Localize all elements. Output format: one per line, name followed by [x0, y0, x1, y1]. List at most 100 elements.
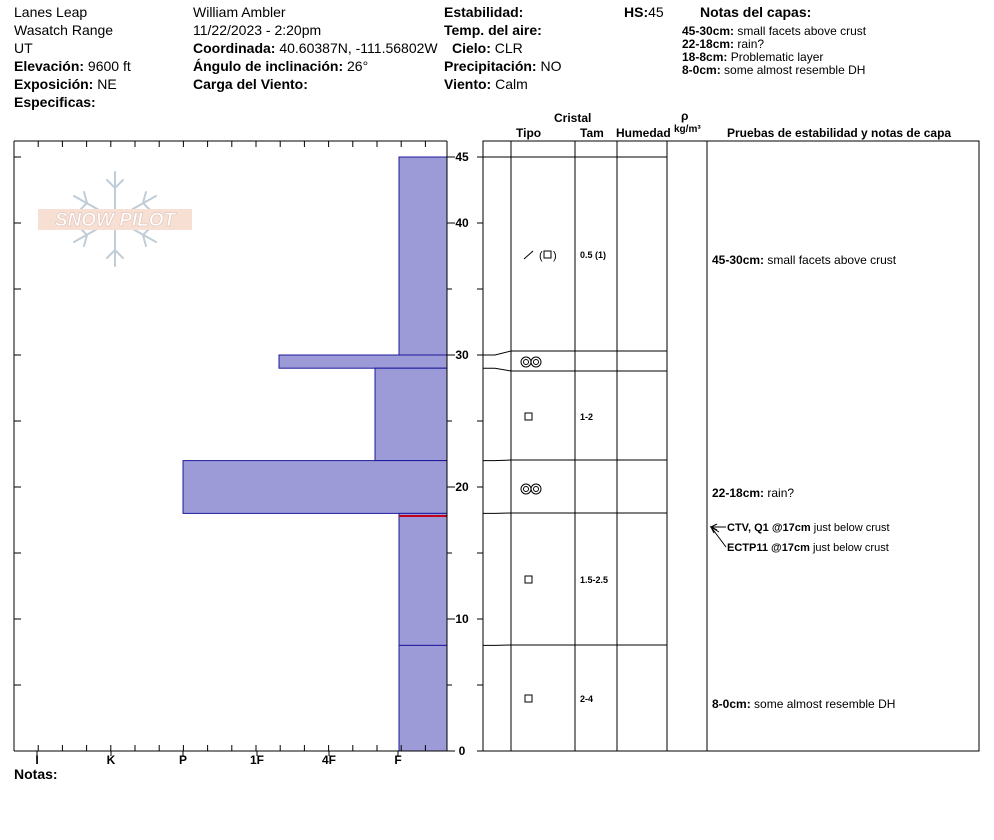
- precip-label: Precipitación:: [444, 58, 537, 74]
- wind-field: Viento: Calm: [444, 76, 528, 92]
- coordinate-label: Coordinada:: [193, 40, 276, 56]
- observation-datetime: 11/22/2023 - 2:20pm: [193, 22, 322, 38]
- hardness-bar-1: [398, 156, 448, 356]
- hardness-profile: [182, 156, 448, 752]
- coordinate-value: 40.60387N, -111.56802W: [279, 40, 438, 56]
- moisture-header: Humedad: [616, 126, 671, 140]
- elevation-value: 9600 ft: [87, 58, 131, 74]
- type-header: Tipo: [516, 126, 542, 140]
- depth-tick-label: 45: [455, 150, 469, 164]
- precip-value: NO: [540, 58, 562, 74]
- grain-table-frame: [482, 140, 980, 752]
- tests-header: Pruebas de estabilidad y notas de capa: [727, 126, 952, 140]
- grain-table: () 0.5 (1) 1-2 1.5-2.5 2-4 45-30cm: small fac…: [482, 140, 980, 752]
- test-arrow-line: [710, 526, 727, 548]
- hardness-bar-5: [398, 512, 448, 646]
- layer-note-right: 8-0cm: some almost resemble DH: [712, 697, 895, 711]
- layer-note-3: 18-8cm: Problematic layer: [682, 50, 824, 64]
- stability-label: Estabilidad:: [444, 4, 524, 20]
- grain-melt-ring: [520, 483, 532, 495]
- layer-note-right: 22-18cm: rain?: [712, 486, 794, 500]
- snowpilot-logo: SNOW PILOT: [38, 171, 192, 267]
- wind-load-label: Carga del Viento:: [193, 76, 308, 92]
- depth-tick-label: 10: [455, 612, 469, 626]
- hardness-scale-label: P: [179, 753, 187, 767]
- stability-test: CTV, Q1 @17cm just below crust: [727, 522, 890, 534]
- grain-paren-close: ): [553, 250, 557, 262]
- grain-size-label: 0.5 (1): [580, 250, 606, 260]
- hardness-scale-label: 1F: [250, 753, 264, 767]
- air-temp-label: Temp. del aire:: [444, 22, 542, 38]
- hardness-scale-label: 4F: [322, 753, 336, 767]
- layer-note-right: 45-30cm: small facets above crust: [712, 253, 897, 267]
- grain-size-label: 1-2: [580, 412, 593, 422]
- hardness-bar-4: [182, 460, 448, 514]
- notes-label: Notas:: [14, 766, 58, 782]
- grain-facet-symbol: [543, 250, 552, 259]
- grain-melt-ring-inner: [523, 359, 529, 365]
- hs-value: 45: [648, 4, 664, 20]
- layer-connector: [483, 367, 512, 372]
- hs-label: HS:: [624, 4, 649, 20]
- grain-melt-ring-inner: [523, 486, 529, 492]
- grain-paren-open: (: [539, 250, 543, 262]
- layer-note-1: 45-30cm: small facets above crust: [682, 24, 867, 38]
- sky-label: Cielo:: [452, 40, 491, 56]
- depth-tick-label: 40: [455, 216, 469, 230]
- depth-tick-label: 30: [455, 348, 469, 362]
- layer-note-2: 22-18cm: rain?: [682, 37, 765, 51]
- slope-field: Ángulo de inclinación: 26°: [193, 58, 368, 74]
- grain-melt-ring-inner: [533, 359, 539, 365]
- grain-melt-ring: [530, 483, 542, 495]
- hardness-scale-label: F: [394, 753, 401, 767]
- elevation-label: Elevación:: [14, 58, 85, 74]
- grain-facet-symbol: [524, 575, 533, 584]
- layer-connector: [483, 459, 512, 462]
- grain-size-label: 2-4: [580, 694, 593, 704]
- test-arrow-head: [709, 525, 720, 534]
- aspect-value: NE: [97, 76, 117, 92]
- precip-field: Precipitación: NO: [444, 58, 561, 74]
- wind-label: Viento:: [444, 76, 492, 92]
- location-name: Lanes Leap: [14, 4, 88, 20]
- layer-note-4: 8-0cm: some almost resemble DH: [682, 63, 866, 77]
- layer-connector: [483, 350, 512, 356]
- size-header: Tam: [580, 126, 604, 140]
- sky-field: Cielo: CLR: [452, 40, 523, 56]
- layer-notes-title: Notas del capas:: [700, 4, 812, 20]
- grain-melt-ring: [530, 356, 542, 368]
- hardness-scale-label: I: [35, 753, 38, 767]
- grain-facet-symbol: [524, 412, 533, 421]
- stability-test: ECTP11 @17cm just below crust: [727, 542, 889, 554]
- grain-facet-symbol: [524, 694, 533, 703]
- depth-tick-label: 20: [455, 480, 469, 494]
- aspect-label: Exposición:: [14, 76, 94, 92]
- depth-tick-label: 0: [459, 744, 466, 758]
- crystal-header: Cristal: [554, 111, 592, 125]
- state-name: UT: [14, 40, 33, 56]
- hardness-bar-2: [278, 354, 448, 369]
- slope-value: 26°: [347, 58, 369, 74]
- observer-name: William Ambler: [193, 4, 286, 20]
- hardness-scale-label: K: [107, 753, 116, 767]
- chart-axes: I K P 1F 4F F 45 40 30 20 10 0: [13, 140, 483, 767]
- rho-header: ρ: [681, 109, 689, 123]
- wind-value: Calm: [495, 76, 528, 92]
- range-name: Wasatch Range: [14, 22, 114, 38]
- hardness-bar-6: [398, 644, 448, 752]
- grain-melt-ring: [520, 356, 532, 368]
- sky-value: CLR: [494, 40, 523, 56]
- specifics-label: Especificas:: [14, 94, 96, 110]
- elevation-field: Elevación: 9600 ft: [14, 58, 131, 74]
- hs-field: HS:45: [624, 4, 664, 20]
- aspect-field: Exposición: NE: [14, 76, 117, 92]
- grain-melt-ring-inner: [533, 486, 539, 492]
- grain-size-label: 1.5-2.5: [580, 575, 608, 585]
- coordinate-field: Coordinada: 40.60387N, -111.56802W: [193, 40, 438, 56]
- logo-text: SNOW PILOT: [55, 210, 177, 231]
- grain-rounding-slash: [523, 250, 534, 260]
- density-unit-header: kg/m³: [674, 124, 701, 135]
- slope-label: Ángulo de inclinación:: [193, 58, 344, 74]
- hardness-bar-3: [374, 367, 448, 462]
